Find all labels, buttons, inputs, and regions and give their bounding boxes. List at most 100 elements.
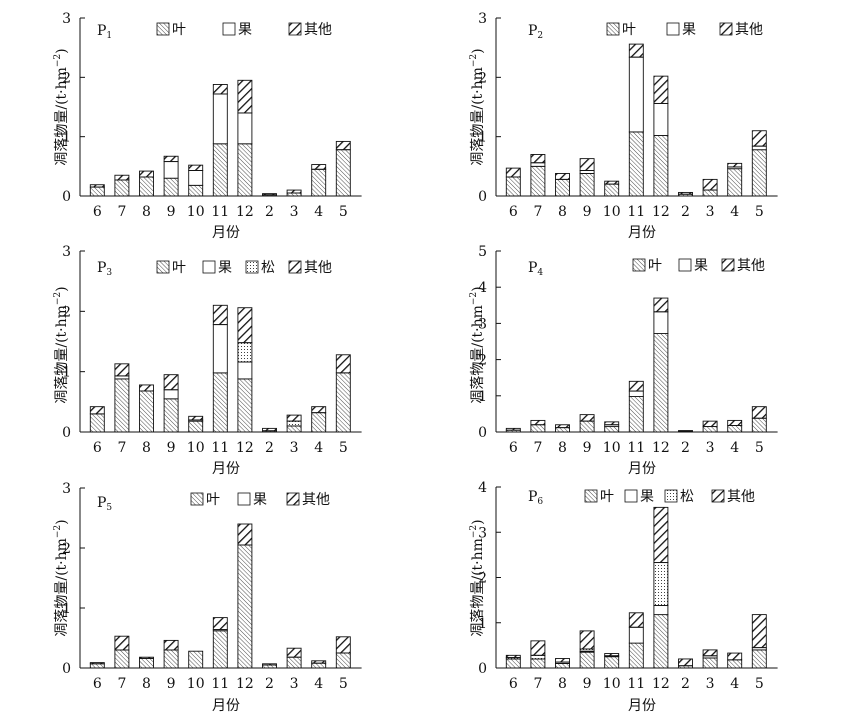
legend-label-fruit: 果 [640,489,654,505]
bar-segment [311,168,327,197]
legend-swatch-pine [245,260,259,274]
panel-label: P2 [528,23,543,41]
bar-segment [628,626,644,644]
x-tick-label: 5 [755,204,764,220]
x-tick-label: 2 [265,440,274,456]
x-tick-label: 11 [211,676,229,692]
bar-segment [286,425,302,433]
bar-segment [286,656,302,669]
bar-segment [678,430,693,432]
x-tick-label: 6 [93,676,102,692]
legend-label-pine: 松 [261,260,275,276]
y-axis-title-close: ) [54,286,70,291]
legend-label-leaf: 叶 [622,22,636,38]
legend-swatch-other [286,492,300,506]
x-tick-label: 9 [167,676,176,692]
bar-segment [628,43,644,58]
bar-segment [286,647,302,658]
y-tick-label: 1 [62,601,71,617]
x-axis-title: 月份 [628,461,656,477]
bar-segment [212,372,228,433]
y-axis-title: 凋落物量/(t·hm−2) [53,519,70,636]
bar-segment [530,654,546,660]
panel-label: P3 [97,260,112,278]
x-tick-label: 12 [236,440,254,456]
bar-segment [604,180,620,185]
bar-segment [555,663,570,669]
legend-label-other: 其他 [304,22,332,38]
x-tick-label: 3 [290,440,299,456]
bar-segment [530,165,546,197]
bar-segment [628,396,644,433]
x-axis-title: 月份 [212,698,240,714]
panel-label-letter: P [97,495,106,511]
bar-segment [286,420,302,427]
bar-segment [604,653,620,657]
bar-segment [163,639,179,651]
bar-segment [188,184,204,197]
legend-swatch-fruit [237,492,251,506]
y-tick-label: 2 [62,541,71,557]
y-axis-title-sup: −2 [53,292,63,305]
bar-segment [114,378,130,433]
x-tick-label: 11 [627,204,645,220]
y-axis-title-close: ) [470,48,486,53]
bar-segment [163,161,179,179]
bar-segment [653,311,669,334]
bar-segment [604,183,620,197]
bar-segment [678,658,693,667]
bar-segment [188,650,204,669]
x-tick-label: 3 [290,676,299,692]
panel-p1: P1 凋落物量/(t·hm−2) 月份 叶 果 其他 [53,22,332,241]
x-tick-label: 6 [509,440,518,456]
bar-segment [163,389,179,400]
bar-segment [335,149,351,197]
bar-segment [114,363,130,377]
x-tick-label: 3 [290,204,299,220]
panel-label: P4 [528,260,543,278]
x-tick-label: 4 [730,440,739,456]
bar-segment [311,164,327,170]
bar-segment [89,184,105,188]
x-tick-label: 4 [730,676,739,692]
bar-segment [335,652,351,669]
y-tick-label: 0 [478,425,487,441]
bar-segment [702,649,718,657]
bar-segment [89,663,105,669]
x-tick-label: 3 [706,676,715,692]
bar-segment [604,656,620,669]
legend-swatch-fruit [666,22,680,36]
legend: 叶 果 松 其他 [156,260,332,276]
bar-segment [751,614,767,649]
y-tick-label: 1 [478,616,487,632]
bar-segment [335,140,351,151]
x-tick-label: 12 [652,440,670,456]
bar-segment [505,167,521,178]
bar-segment [139,384,154,392]
x-tick-label: 2 [681,204,690,220]
bar-segment [628,642,644,669]
x-axis-title: 月份 [212,461,240,477]
bar-segment [139,657,154,669]
x-tick-label: 10 [187,204,205,220]
bar-segment [702,426,718,433]
legend-label-leaf: 叶 [172,260,186,276]
bar-segment [505,658,521,669]
bar-segment [237,112,253,145]
bar-segment [286,414,302,422]
y-tick-label: 1 [62,365,71,381]
y-tick-label: 4 [478,480,487,496]
legend-swatch-other [721,258,735,272]
x-tick-label: 4 [730,204,739,220]
bar-segment [702,657,718,669]
bar-segment [311,662,327,669]
bar-segment [628,612,644,628]
x-tick-label: 7 [533,676,542,692]
y-axis-title: 凋落物量/(t·hm−2) [469,286,486,403]
x-tick-label: 8 [558,440,567,456]
bar-segment [139,176,154,197]
bar-segment [188,420,204,433]
bar-segment [604,426,620,433]
